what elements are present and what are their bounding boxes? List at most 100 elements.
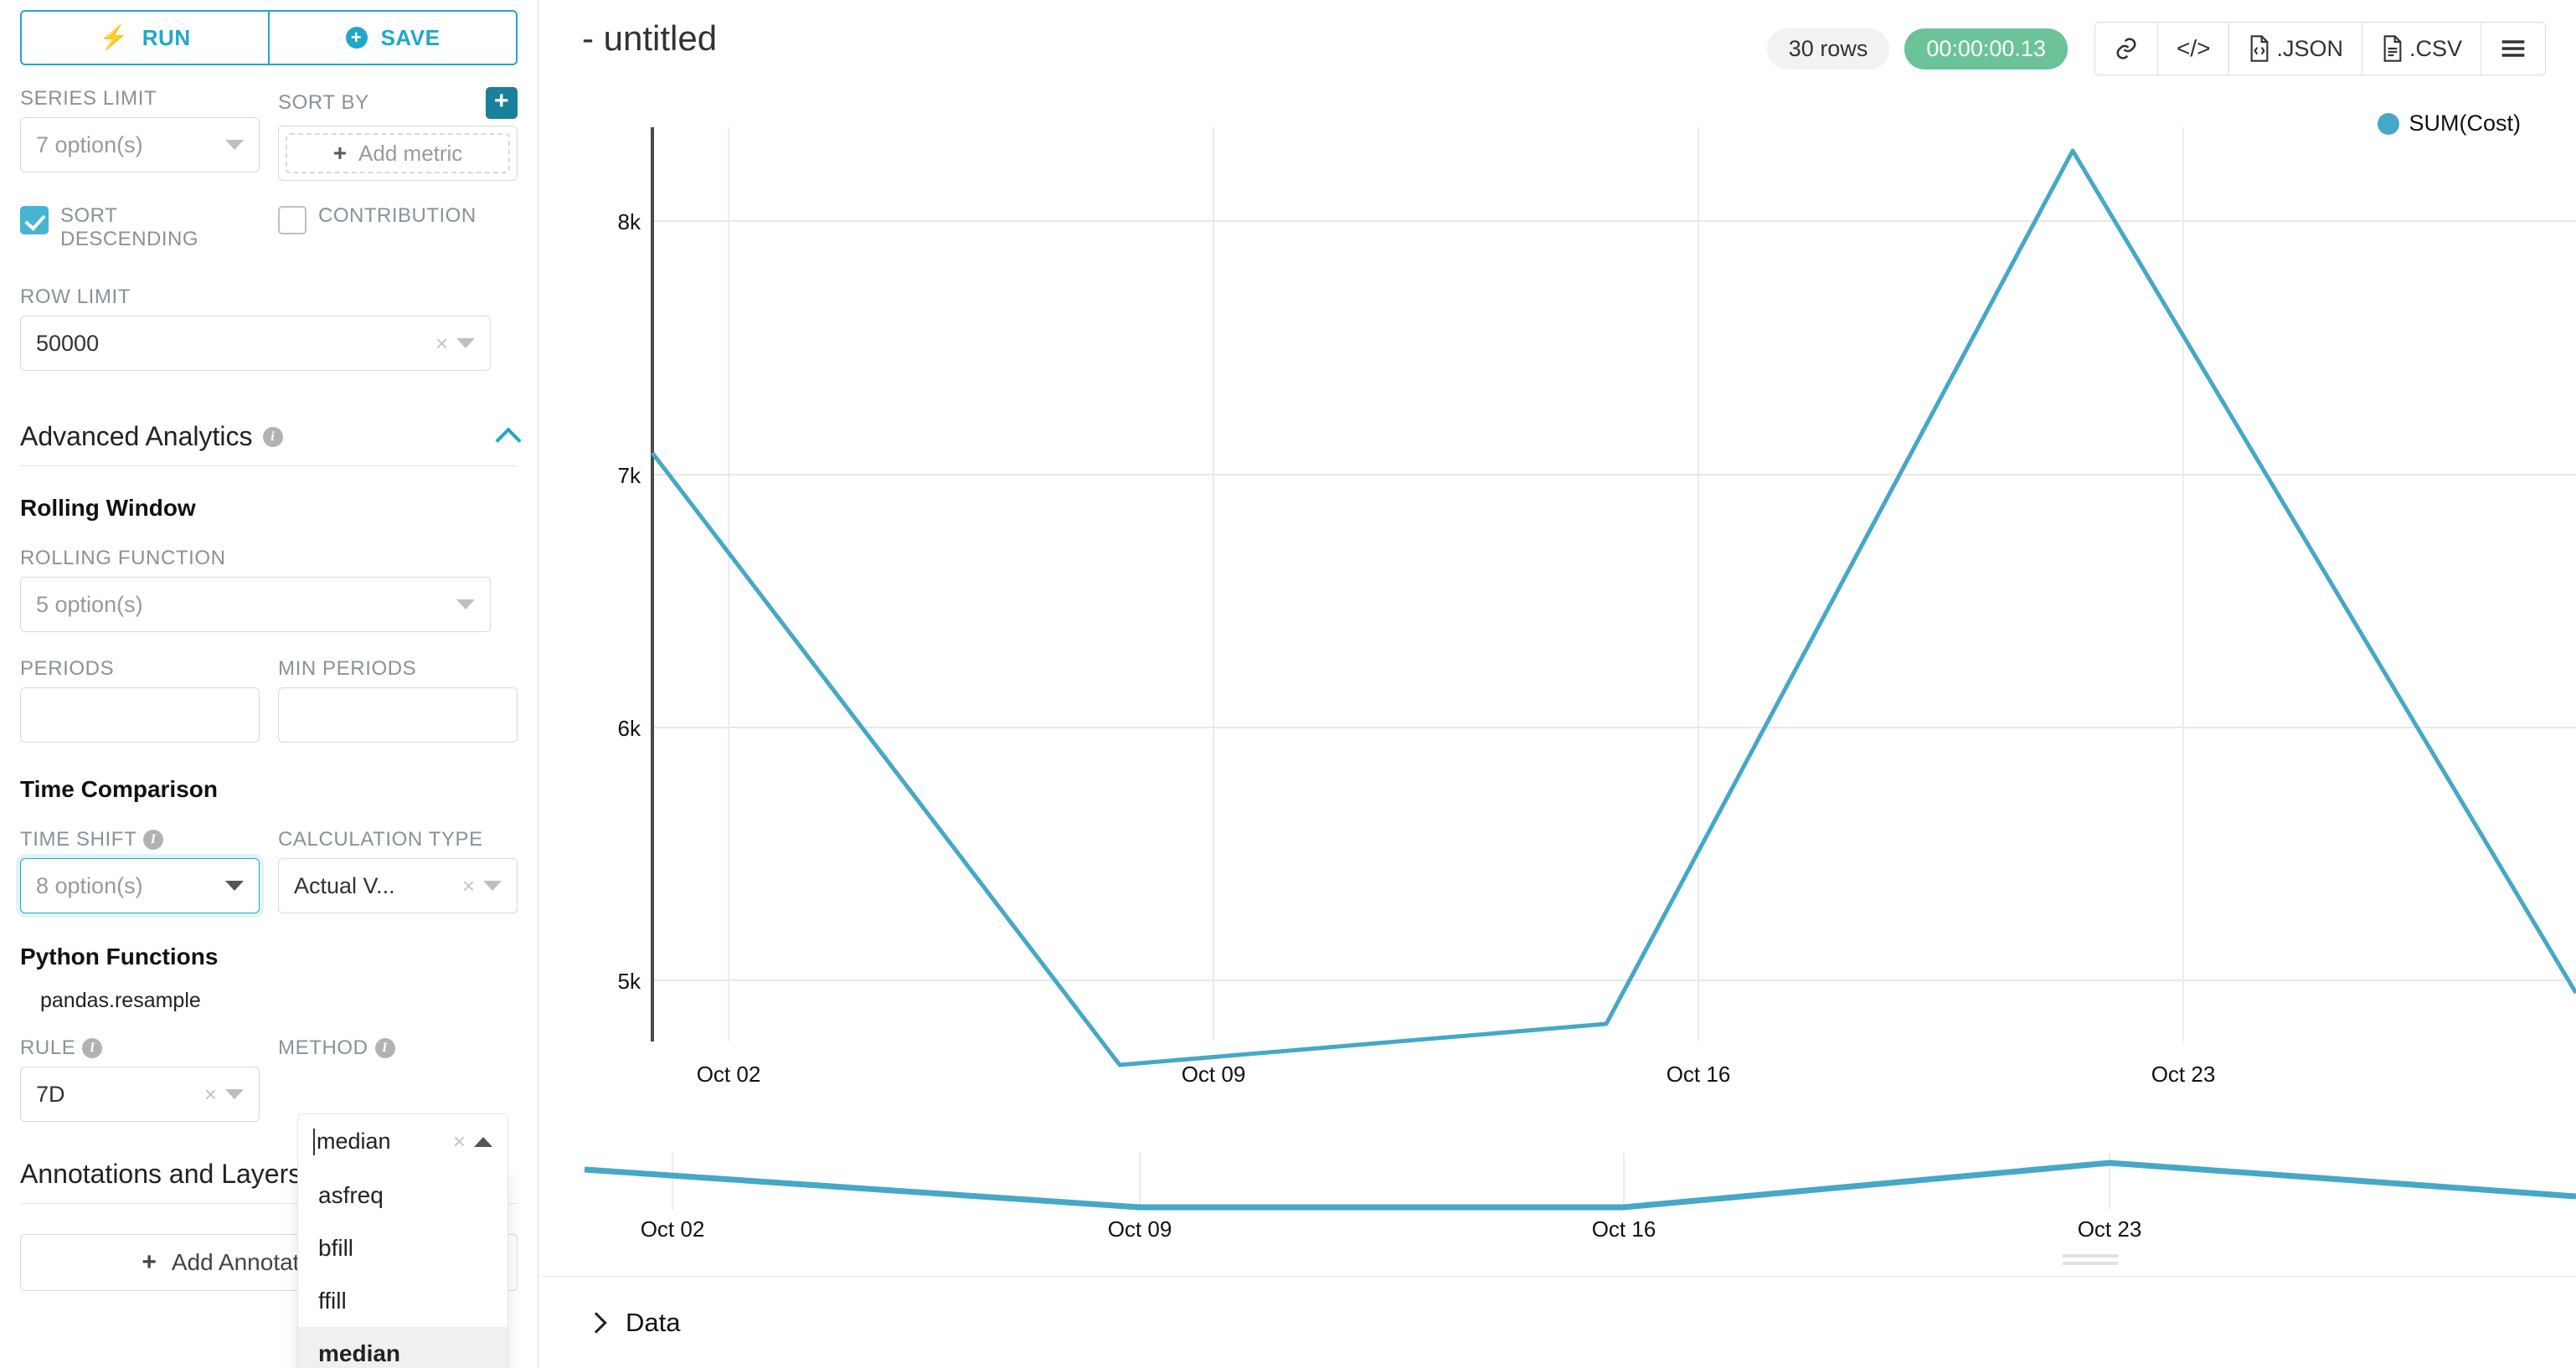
min-periods-label: MIN PERIODS <box>278 657 417 681</box>
resize-grip-line <box>2063 1262 2118 1265</box>
chart-panel: - untitled 30 rows 00:00:00.13 </> <box>538 0 2576 1368</box>
data-section-toggle[interactable]: Data <box>538 1276 2576 1368</box>
overview-x-tick-oct-02: Oct 02 <box>641 1216 705 1242</box>
method-option-median[interactable]: median <box>298 1327 507 1368</box>
hamburger-icon <box>2501 40 2525 57</box>
download-csv-label: .CSV <box>2409 35 2462 61</box>
method-dropdown-menu: asfreq bfill ffill median <box>297 1169 508 1368</box>
rolling-function-value: 5 option(s) <box>36 591 143 617</box>
row-count-badge: 30 rows <box>1766 28 1890 69</box>
rule-select[interactable]: 7D × <box>20 1067 260 1123</box>
info-icon[interactable]: i <box>143 830 164 851</box>
download-csv-button[interactable]: .CSV <box>2362 23 2481 75</box>
time-shift-label: TIME SHIFT <box>20 828 137 851</box>
x-tick-oct-09: Oct 09 <box>1182 1062 1246 1087</box>
calculation-type-value: Actual V... <box>294 872 395 898</box>
legend-label-sum-cost: SUM(Cost) <box>2409 111 2522 136</box>
min-periods-input[interactable] <box>278 687 518 743</box>
download-json-button[interactable]: .JSON <box>2229 23 2362 75</box>
advanced-analytics-section: Advanced Analytics i <box>20 421 522 467</box>
query-duration-badge: 00:00:00.13 <box>1904 28 2068 69</box>
save-button[interactable]: + SAVE <box>270 12 516 64</box>
data-section-label: Data <box>626 1307 681 1337</box>
rolling-function-field: ROLLING FUNCTION 5 option(s) <box>20 547 518 633</box>
time-shift-value: 8 option(s) <box>36 872 143 898</box>
add-sort-by-button[interactable]: + <box>486 87 518 119</box>
chevron-up-icon[interactable] <box>495 427 522 454</box>
link-icon <box>2116 38 2136 59</box>
series-line-sum-cost[interactable] <box>651 148 2576 1067</box>
chevron-down-icon <box>483 881 502 892</box>
sort-descending-checkbox[interactable]: SORT DESCENDING <box>20 204 260 250</box>
file-csv-icon <box>2383 35 2402 62</box>
add-metric-label: Add metric <box>358 140 463 166</box>
info-icon[interactable]: i <box>374 1038 395 1059</box>
plus-circle-icon: + <box>345 27 368 49</box>
checkbox-checked-icon <box>20 206 49 234</box>
row-limit-label: ROW LIMIT <box>20 285 131 309</box>
contribution-checkbox[interactable]: CONTRIBUTION <box>278 204 518 250</box>
info-icon[interactable]: i <box>262 426 283 447</box>
calculation-type-select[interactable]: Actual V... × <box>278 858 518 914</box>
method-option-ffill[interactable]: ffill <box>318 1287 347 1314</box>
time-shift-select[interactable]: 8 option(s) <box>20 858 260 914</box>
row-limit-field: ROW LIMIT 50000 × <box>20 285 518 372</box>
y-tick-6k: 6k <box>618 716 641 741</box>
method-select-input[interactable]: median × <box>297 1113 508 1169</box>
run-button-label: RUN <box>142 24 191 50</box>
clear-icon[interactable]: × <box>461 872 475 898</box>
series-limit-select[interactable]: 7 option(s) <box>20 117 260 172</box>
chart-legend: SUM(Cost) <box>2377 111 2522 136</box>
save-button-label: SAVE <box>380 24 440 50</box>
series-limit-value: 7 option(s) <box>36 131 143 157</box>
checkbox-unchecked-icon <box>278 206 307 234</box>
annotations-title: Annotations and Layers <box>20 1159 302 1190</box>
python-functions-group: Python Functions pandas.resample RULE i … <box>20 944 518 1123</box>
grid-vertical <box>728 127 2184 1041</box>
method-option-asfreq[interactable]: asfreq <box>318 1181 384 1208</box>
resize-handle[interactable] <box>2063 1254 2118 1266</box>
x-tick-oct-16: Oct 16 <box>1667 1062 1731 1087</box>
chevron-up-icon <box>474 1136 492 1147</box>
periods-input[interactable] <box>20 687 260 743</box>
series-limit-label: SERIES LIMIT <box>20 87 157 110</box>
more-menu-button[interactable] <box>2481 23 2545 75</box>
clear-icon[interactable]: × <box>204 1081 217 1107</box>
rolling-window-title: Rolling Window <box>20 495 196 522</box>
clear-icon[interactable]: × <box>435 330 448 356</box>
control-panel: ⚡ RUN + SAVE SERIES LIMIT 7 option(s) SO… <box>0 0 538 1368</box>
x-tick-oct-02: Oct 02 <box>697 1062 761 1087</box>
overview-x-tick-oct-16: Oct 16 <box>1592 1216 1656 1242</box>
sort-by-metric-dropzone[interactable]: + Add metric <box>278 126 518 181</box>
download-json-label: .JSON <box>2276 35 2343 61</box>
method-label: METHOD <box>278 1036 368 1060</box>
advanced-analytics-header[interactable]: Advanced Analytics i <box>20 421 522 454</box>
info-icon[interactable]: i <box>82 1038 103 1059</box>
time-shift-field: TIME SHIFT i 8 option(s) <box>20 828 260 914</box>
chevron-down-icon <box>225 140 244 150</box>
y-tick-7k: 7k <box>618 463 641 488</box>
x-axis-tick-labels: Oct 02 Oct 09 Oct 16 Oct 23 <box>697 1062 2216 1087</box>
rolling-window-group: Rolling Window ROLLING FUNCTION 5 option… <box>20 495 518 743</box>
plus-icon: + <box>142 1248 157 1277</box>
overview-series-line <box>584 1160 2576 1211</box>
overview-x-tick-oct-23: Oct 23 <box>2078 1216 2142 1242</box>
time-comparison-title: Time Comparison <box>20 776 218 803</box>
view-query-button[interactable]: </> <box>2157 23 2230 75</box>
rolling-function-select[interactable]: 5 option(s) <box>20 577 491 633</box>
row-limit-select[interactable]: 50000 × <box>20 316 491 372</box>
chevron-down-icon <box>456 599 475 610</box>
method-value: median <box>317 1129 391 1154</box>
annotations-header[interactable]: Annotations and Layers <box>20 1159 518 1190</box>
overview-chart-svg[interactable]: Oct 02 Oct 09 Oct 16 Oct 23 <box>538 1144 2576 1262</box>
line-chart-svg[interactable]: 8k 7k 6k 5k Oct 02 Oct 09 Oct 16 Oct 23 <box>538 94 2576 1132</box>
run-button[interactable]: ⚡ RUN <box>22 12 270 64</box>
plus-icon: + <box>332 140 348 166</box>
copy-link-button[interactable] <box>2094 23 2158 75</box>
clear-icon[interactable]: × <box>452 1129 466 1154</box>
legend-color-swatch <box>2377 112 2399 135</box>
calculation-type-label: CALCULATION TYPE <box>278 828 483 851</box>
method-option-bfill[interactable]: bfill <box>318 1234 354 1261</box>
rule-label: RULE <box>20 1036 76 1060</box>
series-limit-field: SERIES LIMIT 7 option(s) <box>20 87 260 181</box>
